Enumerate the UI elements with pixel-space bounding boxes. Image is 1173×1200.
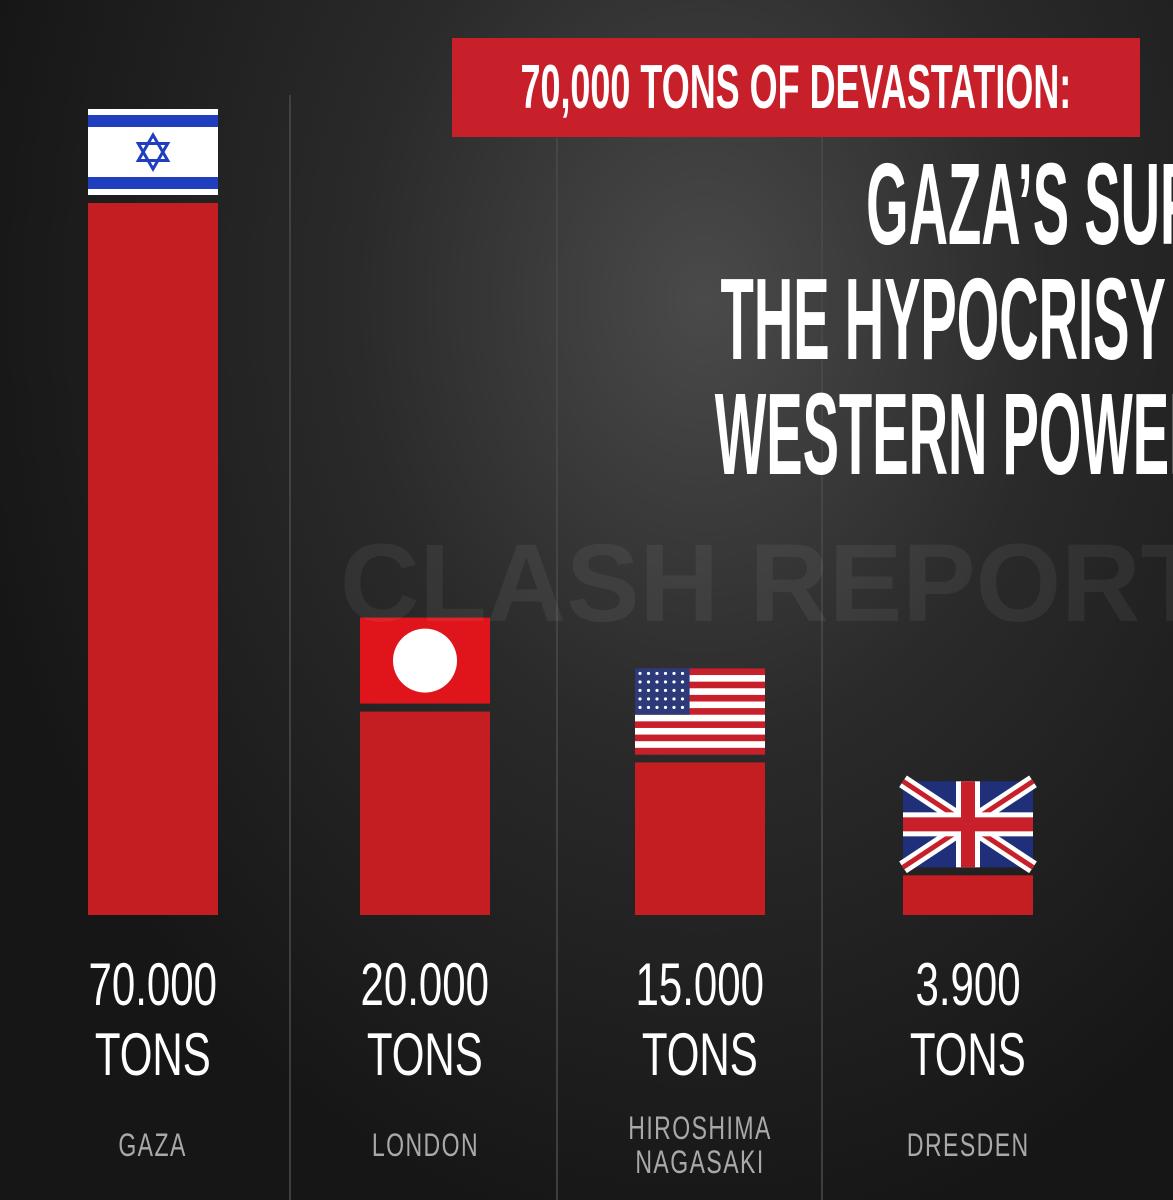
flag-star [680,680,685,684]
flag-star [638,688,642,693]
flag-star [135,131,171,162]
flag [635,668,765,755]
flag-stripe [635,747,765,755]
flag-disc [393,628,457,693]
flag-stripe [635,675,765,682]
unit-label: TONS [95,1021,211,1088]
flag-canton [635,668,690,715]
flag-star [638,697,642,701]
bar [903,875,1033,915]
flag-star [655,705,659,710]
unit-label: TONS [642,1021,758,1088]
category-label: HIROSHIMA NAGASAKI [628,1110,772,1180]
flag-star [646,697,651,701]
flag-star [655,680,659,684]
unit-label-box: TONS [275,1020,575,1090]
flag-star [663,705,668,710]
unit-label-box: TONS [3,1020,303,1090]
chart-subtitle: WESTERN POWERS [714,369,1173,499]
flag-stripe [635,721,765,729]
flag-star [672,697,676,701]
flag-stripe [635,741,765,749]
flag-star [672,705,676,710]
value-label: 20.000 [360,951,490,1018]
category-label: GAZA [118,1127,188,1163]
value-label-box: 70.000 [3,950,303,1020]
chart-subtitle: THE HYPOCRISY OF [720,254,1173,384]
category-label-box: LONDON [320,1105,530,1185]
flag-star [655,697,659,701]
chart-subtitle-box: WESTERN POWERS [117,376,1173,492]
flag-stripe [635,681,765,689]
flag-stripe [635,708,765,716]
unit-label-box: TONS [550,1020,850,1090]
flag-star [672,688,676,693]
flag-star [680,697,685,701]
flag-stripe [635,701,765,709]
flag-star [663,680,668,684]
chart-title: 70,000 TONS OF DEVASTATION: [520,53,1072,122]
flag-cross [903,817,1033,832]
category-label-box: DRESDEN [863,1105,1073,1185]
flag-star [638,680,642,684]
flag-stripe [88,115,218,127]
flag-star [663,671,668,676]
flag-star [663,688,668,693]
flag-stripe [635,727,765,735]
unit-label-box: TONS [818,1020,1118,1090]
flag-stripe [88,177,218,189]
flag [88,109,218,195]
flag-star [672,680,676,684]
flag [360,617,490,704]
flag [899,775,1037,874]
flag-stripe [635,668,765,676]
bar [635,762,765,915]
flag-star [655,688,659,693]
flag-star [655,671,659,676]
category-label-box: HIROSHIMA NAGASAKI [595,1105,805,1185]
flag-star [646,671,651,676]
chart-subtitle: GAZA’S SUFFERING AND [866,139,1173,269]
value-label: 3.900 [915,951,1021,1018]
title-box: 70,000 TONS OF DEVASTATION: [452,38,1140,137]
flag-star [680,705,685,710]
flag-stripe [635,714,765,722]
flag-star [135,142,171,173]
flag-star [663,697,668,701]
flag-star [680,688,685,693]
category-label: LONDON [371,1127,479,1163]
bar [88,203,218,915]
flag-star [646,680,651,684]
watermark: CLASH REPORT [340,522,1173,645]
category-label-box: GAZA [48,1105,258,1185]
unit-label: TONS [367,1021,483,1088]
flag-star [646,705,651,710]
flag-star [680,671,685,676]
bar [360,711,490,915]
value-label: 15.000 [635,951,765,1018]
value-label-box: 15.000 [550,950,850,1020]
chart-subtitle-box: THE HYPOCRISY OF [117,261,1173,377]
flag-star [638,705,642,710]
flag-stripe [635,734,765,742]
flag-star [646,688,651,693]
category-label: DRESDEN [906,1127,1030,1163]
unit-label: TONS [910,1021,1026,1088]
flag-stripe [635,694,765,702]
flag-stripe [635,688,765,696]
chart-subtitle-box: GAZA’S SUFFERING AND [117,146,1173,262]
flag-star [638,671,642,676]
value-label-box: 3.900 [818,950,1118,1020]
value-label-box: 20.000 [275,950,575,1020]
value-label: 70.000 [88,951,218,1018]
flag-star [672,671,676,676]
